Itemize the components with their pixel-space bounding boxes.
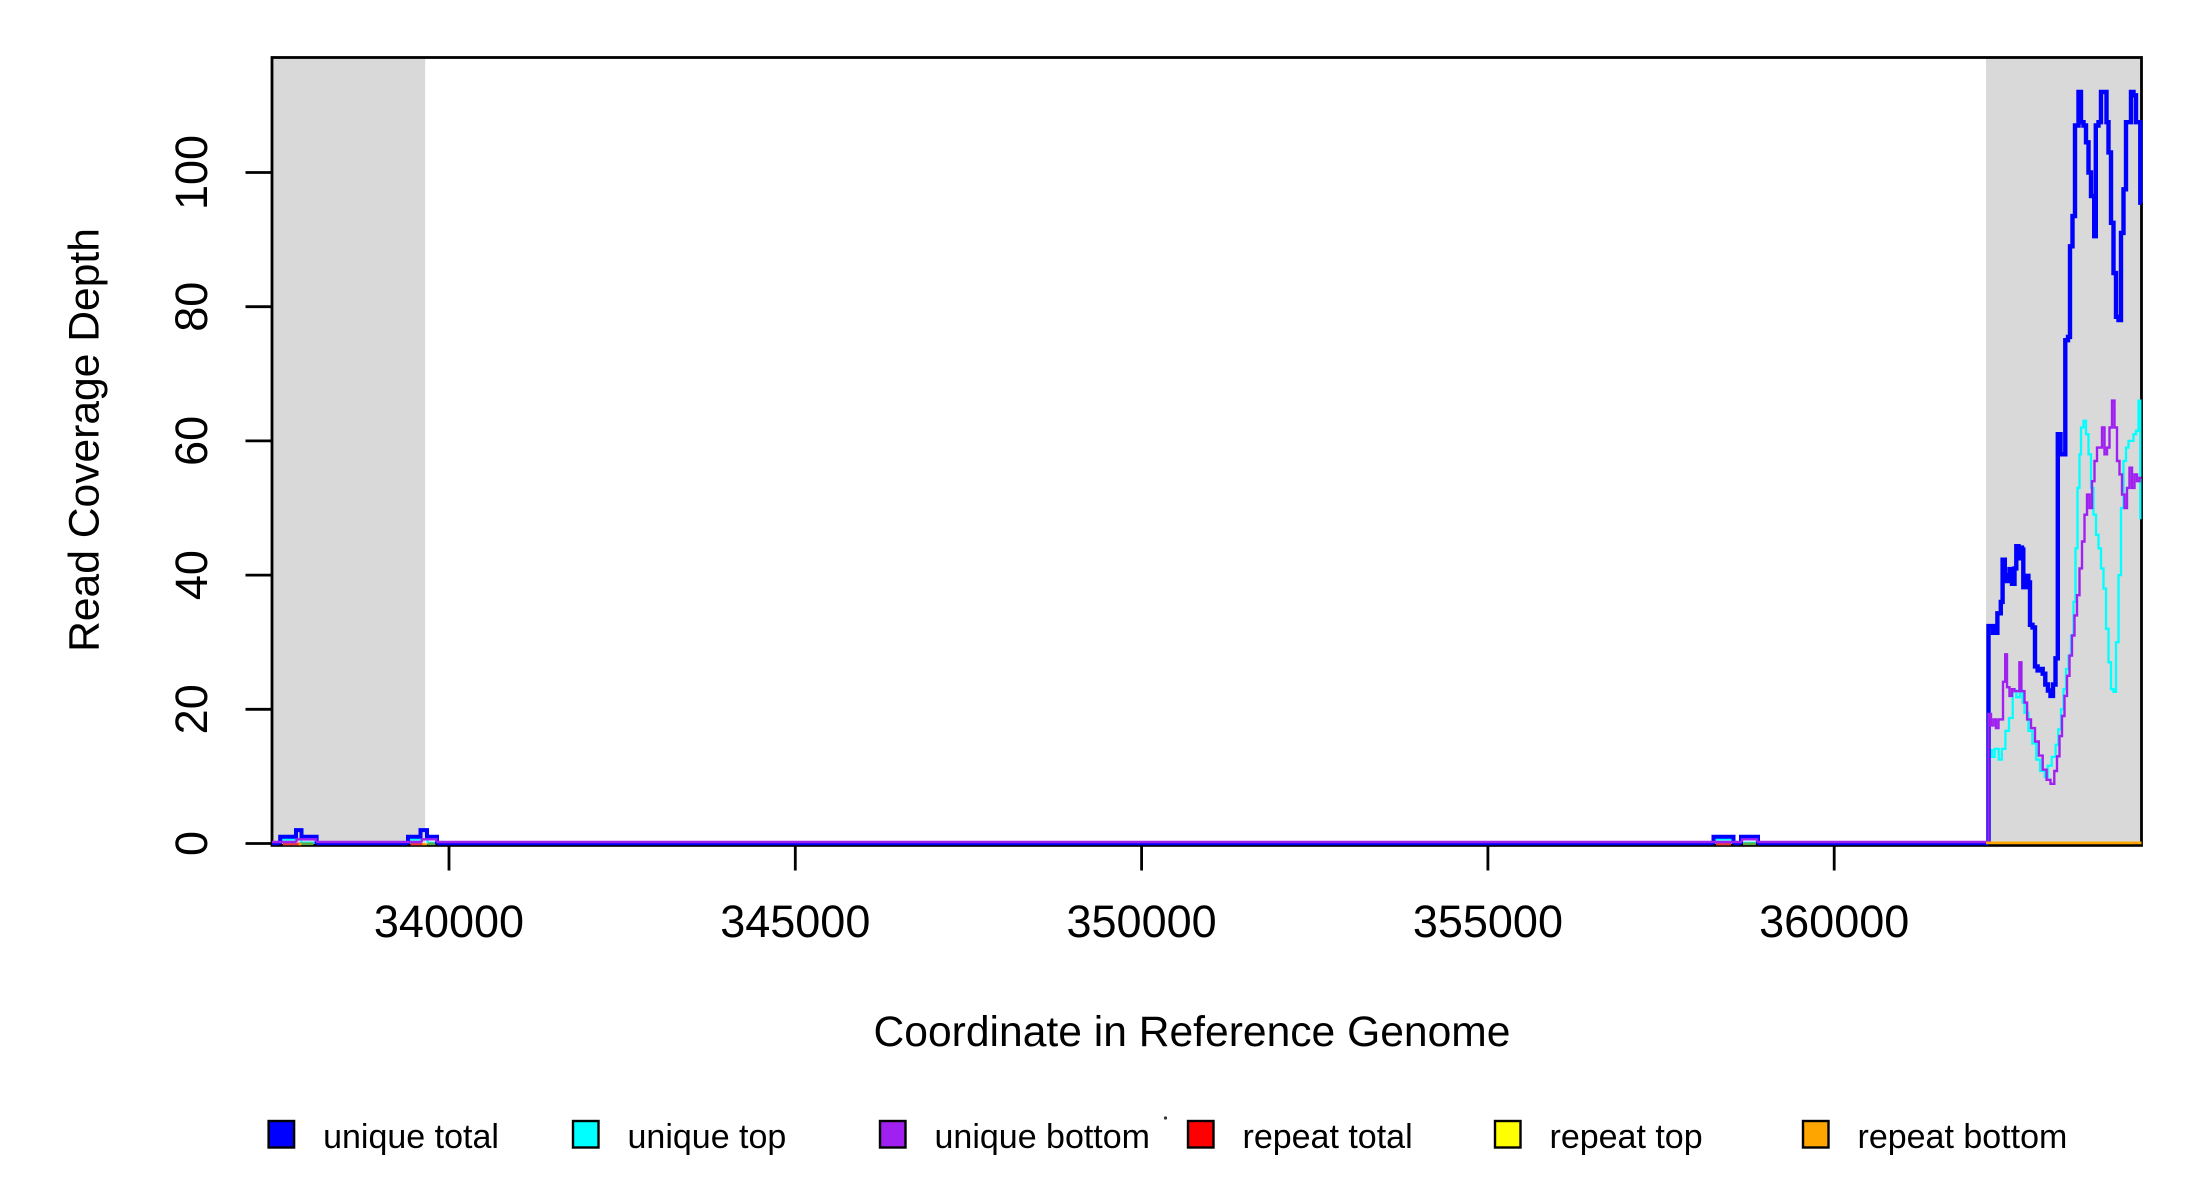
svg-text:repeat total: repeat total bbox=[1243, 1118, 1413, 1156]
svg-text:360000: 360000 bbox=[1759, 896, 1909, 947]
svg-text:40: 40 bbox=[166, 550, 217, 600]
svg-text:20: 20 bbox=[166, 684, 217, 734]
svg-text:345000: 345000 bbox=[720, 896, 870, 947]
svg-text:repeat bottom: repeat bottom bbox=[1858, 1118, 2068, 1156]
svg-text:355000: 355000 bbox=[1413, 896, 1563, 947]
svg-text:repeat top: repeat top bbox=[1550, 1118, 1703, 1156]
svg-text:340000: 340000 bbox=[374, 896, 524, 947]
svg-text:unique top: unique top bbox=[628, 1118, 787, 1156]
svg-text:Coordinate in Reference Genome: Coordinate in Reference Genome bbox=[874, 1008, 1511, 1056]
svg-text:80: 80 bbox=[166, 282, 217, 332]
svg-text:unique total: unique total bbox=[323, 1118, 499, 1156]
svg-text:0: 0 bbox=[166, 831, 217, 856]
svg-text:Read Coverage Depth: Read Coverage Depth bbox=[61, 228, 109, 652]
svg-text:60: 60 bbox=[166, 416, 217, 466]
svg-text:350000: 350000 bbox=[1067, 896, 1217, 947]
svg-text:unique bottom: unique bottom bbox=[935, 1118, 1151, 1156]
svg-text:100: 100 bbox=[166, 135, 217, 210]
